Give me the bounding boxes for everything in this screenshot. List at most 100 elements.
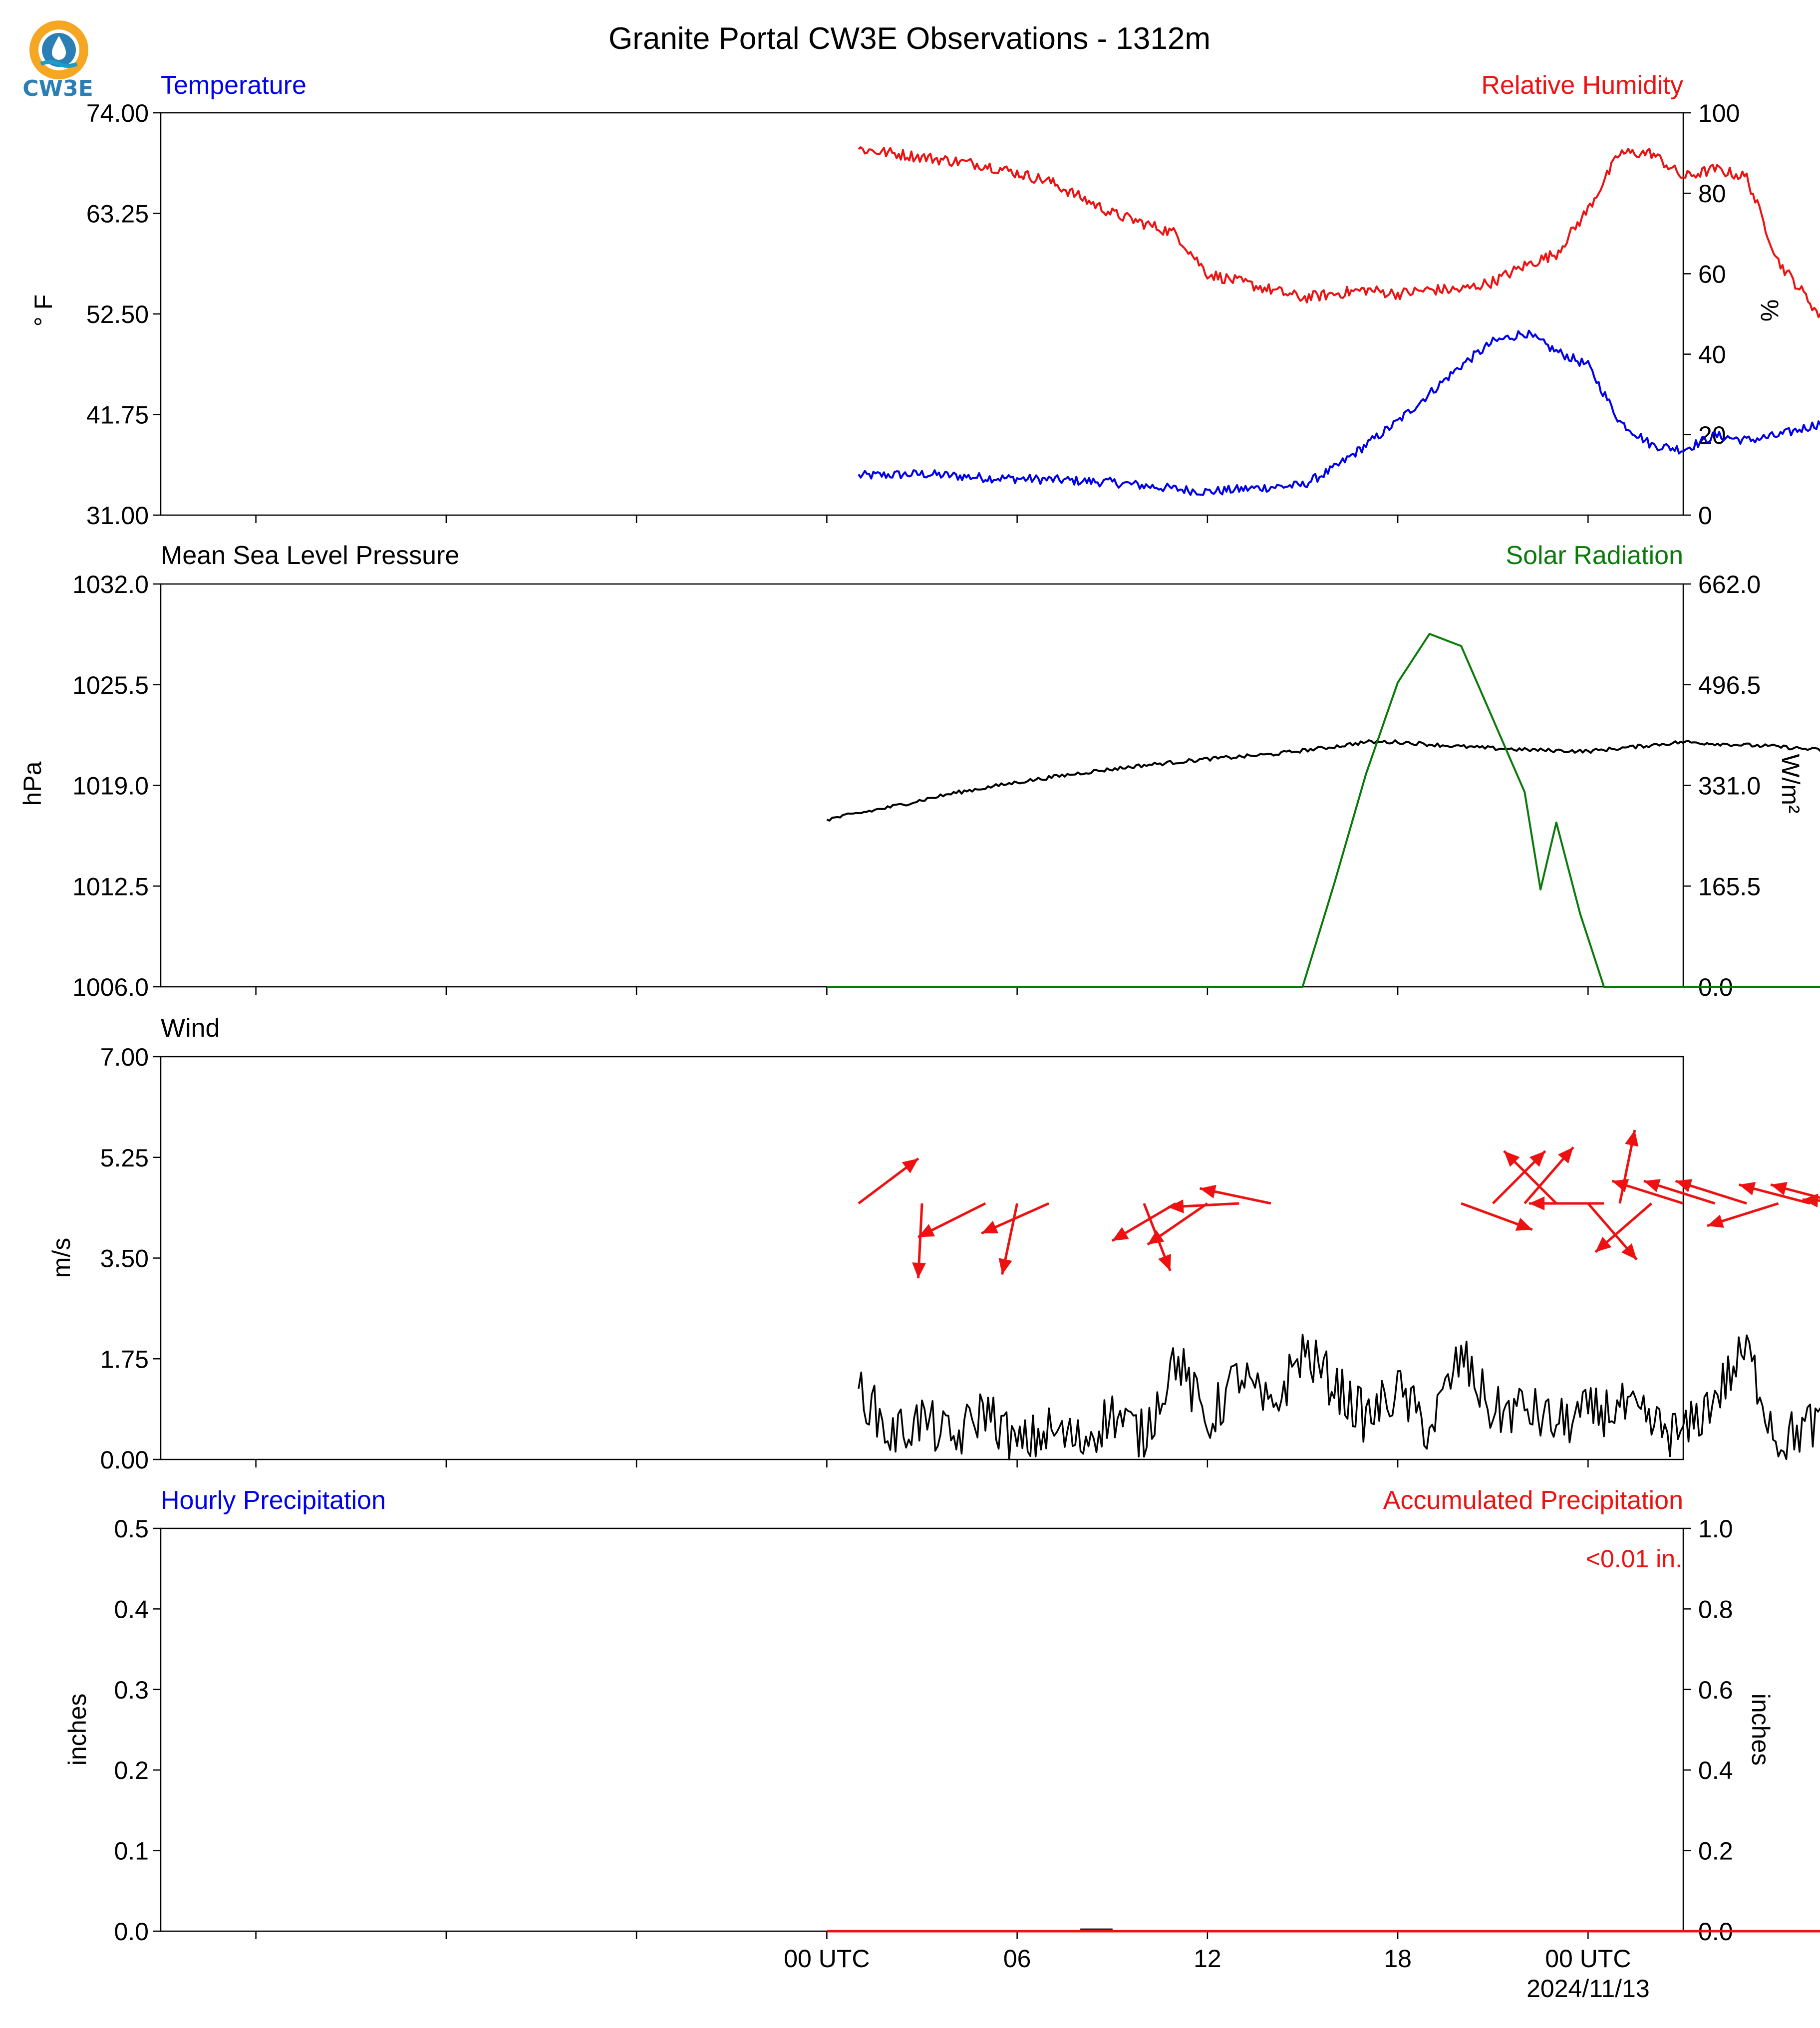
wind-vector-arrowhead <box>1595 1236 1612 1252</box>
pressure-series-line <box>826 739 1820 822</box>
y-tick-label-left: 63.25 <box>86 200 149 228</box>
logo-drop-icon <box>52 36 66 60</box>
y-tick-label-left: 0.3 <box>114 1676 149 1704</box>
wind-vector-arrowhead <box>1557 1147 1573 1164</box>
wind-vector-arrowhead <box>1625 1130 1639 1147</box>
y-tick-label-right: 40 <box>1698 341 1726 369</box>
solar-panel-title: Solar Radiation <box>1506 541 1683 570</box>
x-tick-label: 18 <box>1384 1945 1412 1973</box>
x-tick-label: 00 UTC <box>1545 1945 1631 1973</box>
y-tick-label-right: 331.0 <box>1698 772 1761 800</box>
plot-frame <box>160 1056 1684 1460</box>
wind-vector-arrowhead <box>1771 1181 1788 1195</box>
wind-panel-title: Wind <box>161 1014 220 1043</box>
y-tick-label-left: 0.00 <box>100 1446 149 1474</box>
pressure-panel-title: Mean Sea Level Pressure <box>161 541 459 570</box>
wind-vector-arrowhead <box>1802 1193 1819 1207</box>
y-tick-label-left: 3.50 <box>100 1245 149 1273</box>
wind-vector-arrowhead <box>1529 1151 1545 1167</box>
logo-text: CW3E <box>22 76 93 101</box>
y-tick-label-right: 0 <box>1698 502 1712 530</box>
y-tick-label-left: 31.00 <box>86 502 149 530</box>
y-tick-label-left: 74.00 <box>86 99 149 127</box>
solar-radiation-series-line <box>827 633 1820 988</box>
wind-vector-arrowhead <box>1200 1184 1216 1198</box>
logo-ring <box>29 20 88 79</box>
wind-vector-arrowhead <box>1147 1230 1165 1245</box>
y-tick-label-right: 80 <box>1698 180 1726 208</box>
y-tick-label-left: 5.25 <box>100 1144 149 1172</box>
wind-y-axis-label: m/s <box>47 1238 75 1278</box>
y-tick-label-left: 41.75 <box>86 401 149 429</box>
precip-total-annotation: <0.01 in. <box>1586 1545 1682 1573</box>
y-tick-label-left: 1006.0 <box>72 973 149 1001</box>
wind-vector-arrowhead <box>1612 1179 1629 1192</box>
y-tick-label-left: 0.4 <box>114 1595 149 1623</box>
pressure-solar-panel: Mean Sea Level Pressure Solar Radiation … <box>18 541 1820 1001</box>
precipitation-panel: Hourly Precipitation Accumulated Precipi… <box>63 1486 1820 1946</box>
wind-vector-arrowhead <box>1504 1151 1520 1167</box>
humidity-series-line <box>858 146 1820 318</box>
y-tick-label-left: 0.2 <box>114 1756 149 1784</box>
wind-vector-arrowhead <box>1707 1214 1724 1228</box>
wind-vector-arrowhead <box>1675 1179 1693 1192</box>
wind-vector-arrowhead <box>1621 1243 1637 1260</box>
y-tick-label-right: 0.4 <box>1698 1756 1733 1784</box>
logo-wave-icon <box>40 60 78 68</box>
x-tick-label: 00 UTC <box>784 1945 870 1973</box>
chart-title: Granite Portal CW3E Observations - 1312m <box>608 21 1211 56</box>
humidity-y-axis-label: % <box>1756 299 1784 321</box>
y-tick-label-right: 0.8 <box>1698 1595 1733 1623</box>
y-tick-label-left: 1019.0 <box>72 772 149 800</box>
pressure-y-axis-label: hPa <box>18 761 46 806</box>
wind-vector-arrowhead <box>1158 1254 1171 1271</box>
y-tick-label-right: 165.5 <box>1698 872 1761 900</box>
y-tick-label-left: 1012.5 <box>72 872 149 900</box>
y-tick-label-left: 0.1 <box>114 1837 149 1865</box>
y-tick-label-right: 496.5 <box>1698 671 1761 699</box>
wind-vector-arrowhead <box>918 1224 935 1237</box>
hourly-precip-panel-title: Hourly Precipitation <box>161 1486 386 1515</box>
y-tick-label-left: 1.75 <box>100 1345 149 1373</box>
y-tick-label-right: 100 <box>1698 99 1740 127</box>
wind-vector-arrowhead <box>912 1262 926 1278</box>
temperature-humidity-panel: Temperature Relative Humidity ° F % 31.0… <box>29 71 1820 530</box>
wind-vector-arrowhead <box>1112 1227 1129 1241</box>
x-tick-label: 12 <box>1194 1945 1221 1973</box>
plot-frame <box>160 1527 1684 1932</box>
y-tick-label-right: 0.6 <box>1698 1676 1733 1704</box>
cw3e-logo: CW3E <box>22 20 93 101</box>
y-tick-label-left: 1032.0 <box>72 571 149 598</box>
y-tick-label-right: 0.2 <box>1698 1837 1733 1865</box>
x-tick-label: 06 <box>1003 1945 1031 1973</box>
accum-precip-panel-title: Accumulated Precipitation <box>1383 1486 1683 1515</box>
wind-panel: Wind m/s 0.00 1.75 3.50 5.25 7.00 <box>47 1014 1820 1474</box>
wind-vector-arrowhead <box>1168 1199 1184 1213</box>
wind-vector-arrowhead <box>1644 1179 1661 1192</box>
wind-vector-arrowhead <box>1739 1181 1756 1195</box>
y-tick-label-left: 52.50 <box>86 300 149 328</box>
hourly-precip-y-axis-label: inches <box>63 1694 91 1766</box>
x-date-label: 2024/11/13 <box>1526 1975 1650 2003</box>
temperature-y-axis-label: ° F <box>29 294 57 326</box>
plot-frame <box>160 112 1684 516</box>
y-tick-label-right: 1.0 <box>1698 1515 1733 1543</box>
wind-vector-arrowhead <box>998 1258 1012 1275</box>
wind-vector-arrowhead <box>1515 1217 1532 1231</box>
humidity-panel-title: Relative Humidity <box>1481 71 1683 100</box>
solar-y-axis-label: W/m² <box>1777 754 1805 813</box>
y-tick-label-left: 1025.5 <box>72 671 149 699</box>
y-tick-label-right: 60 <box>1698 260 1726 288</box>
wind-vector-arrowhead <box>1529 1196 1545 1210</box>
y-tick-label-left: 0.0 <box>114 1918 149 1946</box>
pressure-solar-plot-area: 1006.01012.51019.01025.51032.00.0165.533… <box>72 571 1820 1001</box>
accum-precip-y-axis-label: inches <box>1747 1694 1775 1766</box>
y-tick-label-left: 7.00 <box>100 1043 149 1071</box>
wind-vector-arrowhead <box>981 1220 999 1234</box>
y-tick-label-left: 0.5 <box>114 1515 149 1543</box>
temperature-series-line <box>858 329 1820 496</box>
wind-speed-series-line <box>858 1334 1820 1460</box>
